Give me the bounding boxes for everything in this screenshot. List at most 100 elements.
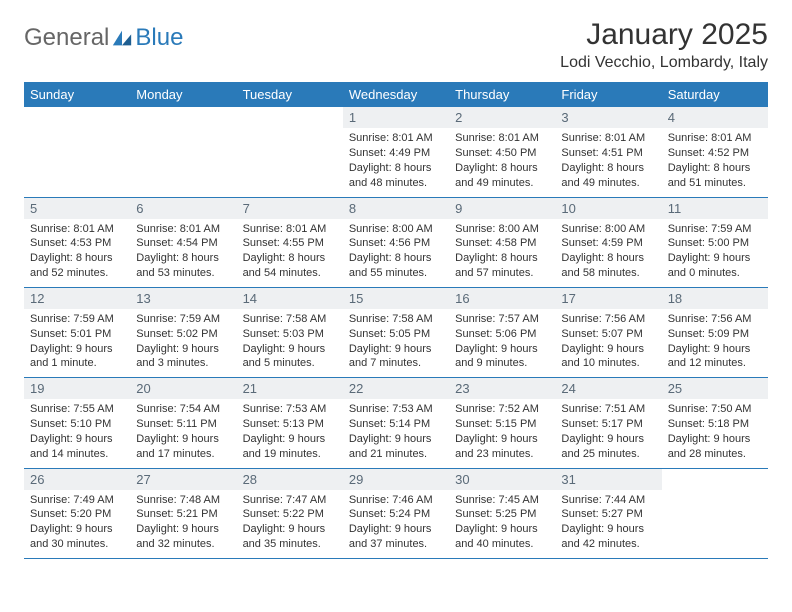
- sunset-line: Sunset: 5:03 PM: [243, 327, 337, 342]
- sunrise-line: Sunrise: 8:01 AM: [349, 131, 443, 146]
- day-number: 26: [24, 469, 130, 490]
- sunrise-line: Sunrise: 7:44 AM: [561, 493, 655, 508]
- day-details: Sunrise: 7:59 AMSunset: 5:02 PMDaylight:…: [130, 309, 236, 377]
- calendar-cell: 10Sunrise: 8:00 AMSunset: 4:59 PMDayligh…: [555, 197, 661, 287]
- daylight-line: Daylight: 9 hours and 1 minute.: [30, 342, 124, 372]
- daylight-line: Daylight: 9 hours and 0 minutes.: [668, 251, 762, 281]
- day-number: 27: [130, 469, 236, 490]
- sunset-line: Sunset: 5:05 PM: [349, 327, 443, 342]
- daylight-line: Daylight: 8 hours and 49 minutes.: [455, 161, 549, 191]
- day-number: 7: [237, 198, 343, 219]
- day-details: Sunrise: 7:54 AMSunset: 5:11 PMDaylight:…: [130, 399, 236, 467]
- daylight-line: Daylight: 8 hours and 49 minutes.: [561, 161, 655, 191]
- calendar-cell: 2Sunrise: 8:01 AMSunset: 4:50 PMDaylight…: [449, 107, 555, 197]
- sunrise-line: Sunrise: 7:48 AM: [136, 493, 230, 508]
- calendar-cell: 3Sunrise: 8:01 AMSunset: 4:51 PMDaylight…: [555, 107, 661, 197]
- calendar-cell: 18Sunrise: 7:56 AMSunset: 5:09 PMDayligh…: [662, 287, 768, 377]
- day-number: 14: [237, 288, 343, 309]
- calendar-cell: 4Sunrise: 8:01 AMSunset: 4:52 PMDaylight…: [662, 107, 768, 197]
- daylight-line: Daylight: 8 hours and 48 minutes.: [349, 161, 443, 191]
- day-number: 13: [130, 288, 236, 309]
- weekday-header-row: Sunday Monday Tuesday Wednesday Thursday…: [24, 82, 768, 107]
- day-number: 28: [237, 469, 343, 490]
- daylight-line: Daylight: 9 hours and 7 minutes.: [349, 342, 443, 372]
- sunrise-line: Sunrise: 8:01 AM: [668, 131, 762, 146]
- sunset-line: Sunset: 4:49 PM: [349, 146, 443, 161]
- weekday-header: Monday: [130, 82, 236, 107]
- daylight-line: Daylight: 9 hours and 5 minutes.: [243, 342, 337, 372]
- day-details: Sunrise: 8:01 AMSunset: 4:49 PMDaylight:…: [343, 128, 449, 196]
- day-details: Sunrise: 8:00 AMSunset: 4:59 PMDaylight:…: [555, 219, 661, 287]
- day-details: Sunrise: 7:49 AMSunset: 5:20 PMDaylight:…: [24, 490, 130, 558]
- daylight-line: Daylight: 9 hours and 3 minutes.: [136, 342, 230, 372]
- calendar-cell: 22Sunrise: 7:53 AMSunset: 5:14 PMDayligh…: [343, 378, 449, 468]
- daylight-line: Daylight: 9 hours and 23 minutes.: [455, 432, 549, 462]
- calendar-cell: [24, 107, 130, 197]
- day-details: Sunrise: 7:50 AMSunset: 5:18 PMDaylight:…: [662, 399, 768, 467]
- day-number: 29: [343, 469, 449, 490]
- sunrise-line: Sunrise: 7:49 AM: [30, 493, 124, 508]
- day-number: 11: [662, 198, 768, 219]
- weekday-header: Tuesday: [237, 82, 343, 107]
- day-details: Sunrise: 7:46 AMSunset: 5:24 PMDaylight:…: [343, 490, 449, 558]
- day-number: 9: [449, 198, 555, 219]
- calendar-cell: 30Sunrise: 7:45 AMSunset: 5:25 PMDayligh…: [449, 468, 555, 558]
- daylight-line: Daylight: 9 hours and 9 minutes.: [455, 342, 549, 372]
- calendar-cell: 1Sunrise: 8:01 AMSunset: 4:49 PMDaylight…: [343, 107, 449, 197]
- day-number: 15: [343, 288, 449, 309]
- calendar-cell: 20Sunrise: 7:54 AMSunset: 5:11 PMDayligh…: [130, 378, 236, 468]
- calendar-cell: 8Sunrise: 8:00 AMSunset: 4:56 PMDaylight…: [343, 197, 449, 287]
- logo-mark-icon: [111, 27, 133, 49]
- day-details: Sunrise: 7:47 AMSunset: 5:22 PMDaylight:…: [237, 490, 343, 558]
- sunset-line: Sunset: 5:24 PM: [349, 507, 443, 522]
- logo: General Blue: [24, 24, 183, 52]
- daylight-line: Daylight: 9 hours and 25 minutes.: [561, 432, 655, 462]
- sunset-line: Sunset: 5:10 PM: [30, 417, 124, 432]
- daylight-line: Daylight: 9 hours and 19 minutes.: [243, 432, 337, 462]
- sunrise-line: Sunrise: 7:57 AM: [455, 312, 549, 327]
- sunset-line: Sunset: 5:01 PM: [30, 327, 124, 342]
- sunrise-line: Sunrise: 7:52 AM: [455, 402, 549, 417]
- day-details: Sunrise: 7:59 AMSunset: 5:00 PMDaylight:…: [662, 219, 768, 287]
- sunset-line: Sunset: 5:00 PM: [668, 236, 762, 251]
- sunset-line: Sunset: 5:11 PM: [136, 417, 230, 432]
- calendar-cell: 12Sunrise: 7:59 AMSunset: 5:01 PMDayligh…: [24, 287, 130, 377]
- daylight-line: Daylight: 9 hours and 14 minutes.: [30, 432, 124, 462]
- daylight-line: Daylight: 9 hours and 17 minutes.: [136, 432, 230, 462]
- daylight-line: Daylight: 8 hours and 53 minutes.: [136, 251, 230, 281]
- calendar-cell: 28Sunrise: 7:47 AMSunset: 5:22 PMDayligh…: [237, 468, 343, 558]
- daylight-line: Daylight: 8 hours and 54 minutes.: [243, 251, 337, 281]
- location: Lodi Vecchio, Lombardy, Italy: [560, 54, 768, 72]
- daylight-line: Daylight: 9 hours and 21 minutes.: [349, 432, 443, 462]
- sunset-line: Sunset: 4:53 PM: [30, 236, 124, 251]
- weekday-header: Friday: [555, 82, 661, 107]
- sunrise-line: Sunrise: 7:59 AM: [668, 222, 762, 237]
- daylight-line: Daylight: 9 hours and 10 minutes.: [561, 342, 655, 372]
- daylight-line: Daylight: 9 hours and 32 minutes.: [136, 522, 230, 552]
- sunset-line: Sunset: 4:55 PM: [243, 236, 337, 251]
- sunset-line: Sunset: 5:13 PM: [243, 417, 337, 432]
- day-number: 25: [662, 378, 768, 399]
- calendar-row: 5Sunrise: 8:01 AMSunset: 4:53 PMDaylight…: [24, 197, 768, 287]
- calendar-cell: 21Sunrise: 7:53 AMSunset: 5:13 PMDayligh…: [237, 378, 343, 468]
- logo-word-general: General: [24, 24, 109, 52]
- calendar-cell: 19Sunrise: 7:55 AMSunset: 5:10 PMDayligh…: [24, 378, 130, 468]
- day-number: 5: [24, 198, 130, 219]
- sunset-line: Sunset: 5:20 PM: [30, 507, 124, 522]
- sunrise-line: Sunrise: 8:01 AM: [243, 222, 337, 237]
- weekday-header: Saturday: [662, 82, 768, 107]
- sunset-line: Sunset: 4:52 PM: [668, 146, 762, 161]
- day-details: Sunrise: 7:58 AMSunset: 5:03 PMDaylight:…: [237, 309, 343, 377]
- day-number: 2: [449, 107, 555, 128]
- day-details: Sunrise: 8:00 AMSunset: 4:56 PMDaylight:…: [343, 219, 449, 287]
- calendar-cell: 11Sunrise: 7:59 AMSunset: 5:00 PMDayligh…: [662, 197, 768, 287]
- day-number: 17: [555, 288, 661, 309]
- sunset-line: Sunset: 5:22 PM: [243, 507, 337, 522]
- weekday-header: Wednesday: [343, 82, 449, 107]
- day-number: 1: [343, 107, 449, 128]
- sunrise-line: Sunrise: 7:59 AM: [136, 312, 230, 327]
- day-details: Sunrise: 7:51 AMSunset: 5:17 PMDaylight:…: [555, 399, 661, 467]
- daylight-line: Daylight: 8 hours and 52 minutes.: [30, 251, 124, 281]
- sunset-line: Sunset: 5:18 PM: [668, 417, 762, 432]
- sunrise-line: Sunrise: 7:56 AM: [561, 312, 655, 327]
